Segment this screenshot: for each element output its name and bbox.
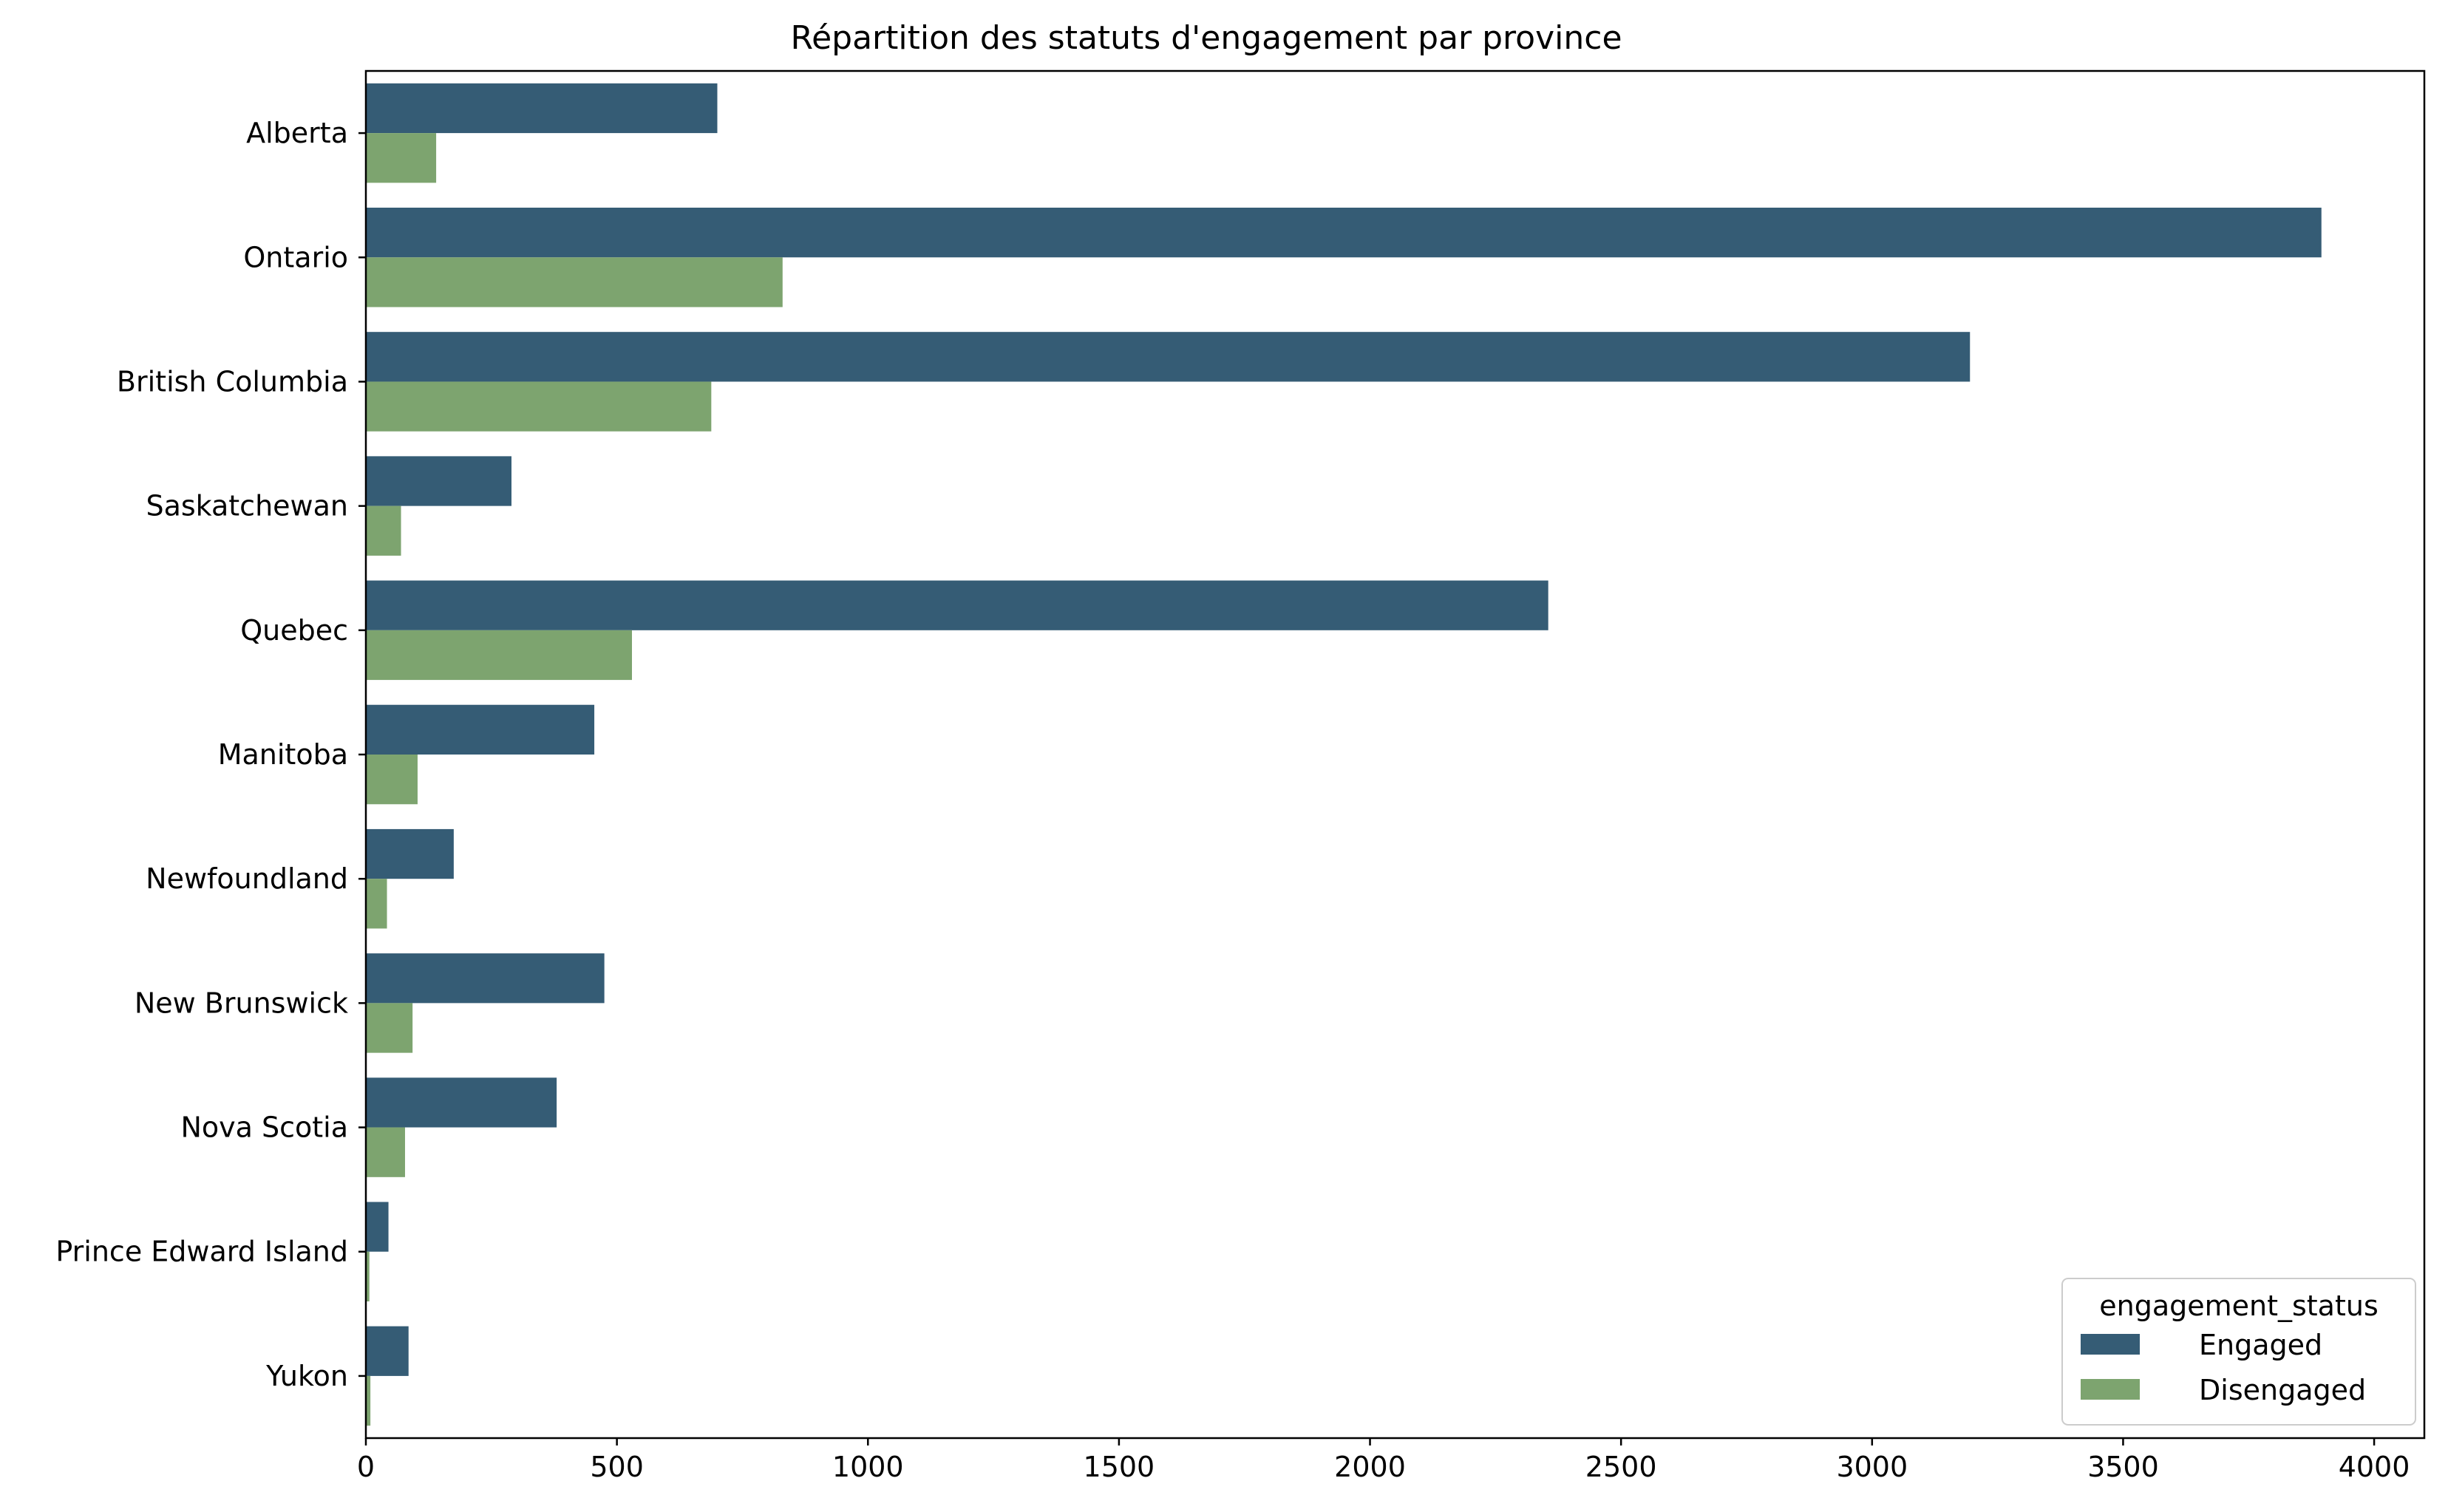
- bar-engaged-nova-scotia: [366, 1077, 557, 1128]
- x-tick-label-4000: 4000: [2339, 1451, 2410, 1483]
- legend-swatch-disengaged: [2081, 1379, 2140, 1400]
- legend-title: engagement_status: [2099, 1290, 2379, 1322]
- legend-label-disengaged: Disengaged: [2199, 1374, 2366, 1406]
- x-tick-label-2000: 2000: [1334, 1451, 1406, 1483]
- bar-engaged-british-columbia: [366, 332, 1971, 382]
- bar-disengaged-prince-edward-island: [366, 1251, 370, 1301]
- bar-disengaged-newfoundland: [366, 879, 387, 929]
- bar-engaged-alberta: [366, 83, 718, 134]
- legend-label-engaged: Engaged: [2199, 1329, 2322, 1361]
- bar-disengaged-british-columbia: [366, 381, 712, 432]
- y-tick-label-british-columbia: British Columbia: [117, 365, 348, 398]
- bar-engaged-new-brunswick: [366, 953, 605, 1004]
- bar-disengaged-alberta: [366, 133, 437, 183]
- y-tick-label-manitoba: Manitoba: [218, 738, 348, 771]
- x-tick-label-500: 500: [590, 1451, 644, 1483]
- legend-box: [2061, 1278, 2416, 1426]
- x-tick-label-1500: 1500: [1084, 1451, 1155, 1483]
- legend-swatch-engaged: [2081, 1334, 2140, 1355]
- y-tick-label-yukon: Yukon: [265, 1360, 348, 1392]
- bar-disengaged-manitoba: [366, 755, 418, 805]
- y-tick-label-newfoundland: Newfoundland: [146, 862, 348, 895]
- y-tick-label-saskatchewan: Saskatchewan: [146, 490, 348, 522]
- bar-engaged-saskatchewan: [366, 456, 511, 506]
- x-axis: 0 500 1000 1500 2000 2500 3000 3500 4000: [357, 1438, 2410, 1483]
- bar-disengaged-saskatchewan: [366, 505, 401, 556]
- y-tick-label-alberta: Alberta: [246, 117, 348, 149]
- bar-disengaged-yukon: [366, 1375, 371, 1426]
- x-tick-label-3500: 3500: [2087, 1451, 2159, 1483]
- y-axis: Alberta Ontario British Columbia Saskatchew…: [55, 117, 366, 1392]
- legend: engagement_status Engaged Disengaged: [2061, 1278, 2416, 1426]
- chart-title: Répartition des statuts d'engagement par…: [790, 19, 1622, 57]
- y-tick-label-quebec: Quebec: [240, 614, 348, 647]
- bar-disengaged-new-brunswick: [366, 1003, 413, 1053]
- y-tick-label-ontario: Ontario: [243, 241, 348, 273]
- bar-engaged-yukon: [366, 1326, 409, 1376]
- x-tick-label-0: 0: [357, 1451, 375, 1483]
- x-tick-label-1000: 1000: [832, 1451, 904, 1483]
- bar-engaged-newfoundland: [366, 828, 454, 879]
- y-tick-label-new-brunswick: New Brunswick: [135, 987, 348, 1019]
- bar-disengaged-quebec: [366, 630, 633, 681]
- bars-layer: [366, 83, 2322, 1426]
- y-tick-label-prince-edward-island: Prince Edward Island: [55, 1236, 348, 1268]
- y-tick-label-nova-scotia: Nova Scotia: [180, 1111, 348, 1144]
- bar-disengaged-nova-scotia: [366, 1127, 405, 1177]
- bar-disengaged-ontario: [366, 257, 783, 307]
- bar-engaged-ontario: [366, 208, 2322, 258]
- bar-engaged-quebec: [366, 580, 1548, 630]
- plot-frame: [364, 69, 2426, 1440]
- x-tick-label-2500: 2500: [1585, 1451, 1657, 1483]
- x-tick-label-3000: 3000: [1836, 1451, 1908, 1483]
- bar-engaged-prince-edward-island: [366, 1202, 389, 1252]
- bar-engaged-manitoba: [366, 704, 595, 755]
